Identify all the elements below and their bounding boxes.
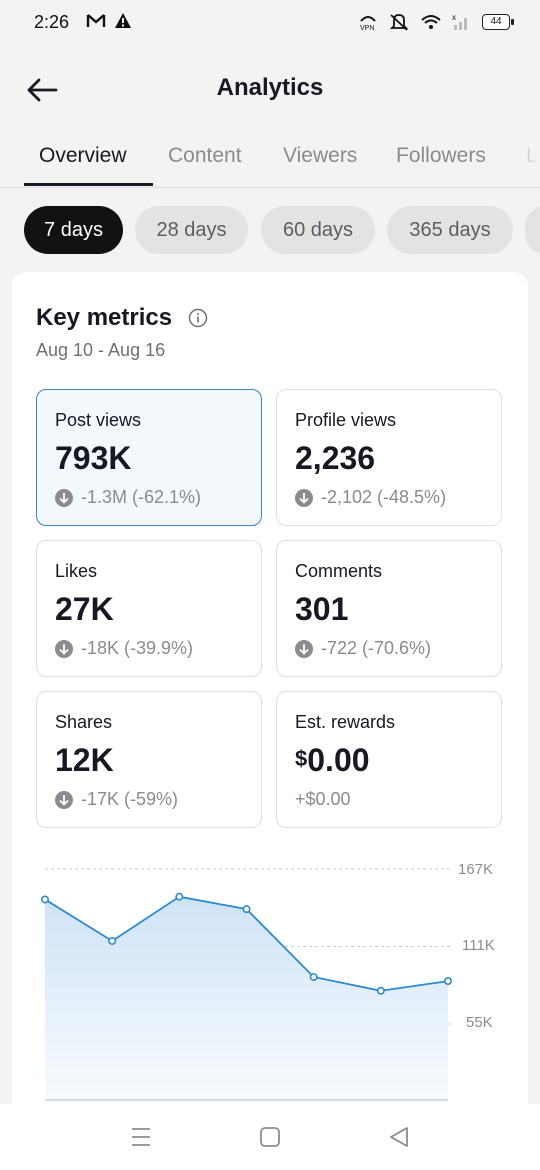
- down-arrow-icon: [55, 790, 73, 809]
- status-time: 2:26: [34, 12, 70, 32]
- chart-area: [45, 896, 448, 1132]
- metric-change-text: -2,102 (-48.5%): [321, 487, 447, 507]
- wifi-icon: [421, 15, 441, 29]
- metric-label: Likes: [55, 561, 98, 581]
- page-title: Analytics: [216, 74, 324, 101]
- signal-icon: x: [452, 13, 467, 30]
- metric-label: Post views: [55, 410, 142, 430]
- info-icon[interactable]: [188, 308, 208, 328]
- metric-change-text: -18K (-39.9%): [81, 638, 194, 658]
- alert-icon: [115, 13, 131, 28]
- y-tick-label: 55K: [466, 1014, 493, 1031]
- metric-label: Profile views: [295, 410, 397, 430]
- y-tick-label: 167K: [458, 861, 494, 878]
- y-tick-label: 111K: [462, 937, 495, 954]
- metric-card-likes[interactable]: Likes 27K -18K (-39.9%): [36, 540, 262, 677]
- svg-text:VPN: VPN: [360, 25, 374, 32]
- post-views-chart: 167K 111K 55K: [12, 852, 528, 1132]
- range-28-days[interactable]: 28 days: [135, 206, 248, 254]
- metric-change: -722 (-70.6%): [295, 638, 431, 659]
- tab-viewers[interactable]: Viewers: [283, 144, 358, 167]
- chart-point[interactable]: [175, 892, 184, 901]
- metric-card-comments[interactable]: Comments 301 -722 (-70.6%): [276, 540, 502, 677]
- metric-card-post-views[interactable]: Post views 793K -1.3M (-62.1%): [36, 389, 262, 526]
- key-metrics-title: Key metrics: [36, 304, 173, 331]
- metric-change-text: +$0.00: [295, 789, 351, 809]
- range-7-days[interactable]: 7 days: [24, 206, 123, 254]
- down-arrow-icon: [295, 488, 313, 507]
- chart-point[interactable]: [309, 972, 318, 981]
- range-365-days[interactable]: 365 days: [387, 206, 513, 254]
- tab-overview[interactable]: Overview: [39, 144, 127, 167]
- metric-value: 12K: [55, 742, 114, 778]
- home-icon[interactable]: [257, 1124, 283, 1150]
- metric-change-text: -1.3M (-62.1%): [81, 487, 202, 507]
- tab-followers[interactable]: Followers: [396, 144, 486, 167]
- metric-card-profile-views[interactable]: Profile views 2,236 -2,102 (-48.5%): [276, 389, 502, 526]
- metric-change: -2,102 (-48.5%): [295, 487, 446, 508]
- currency-symbol: $: [295, 746, 308, 771]
- chart-svg: [40, 868, 452, 1132]
- date-range-selector: 7 days 28 days 60 days 365 days: [24, 206, 540, 254]
- metric-value: 301: [295, 591, 349, 627]
- metric-label: Comments: [295, 561, 383, 581]
- metric-value: 27K: [55, 591, 114, 627]
- metric-change-text: -722 (-70.6%): [321, 638, 432, 658]
- recent-apps-icon[interactable]: [128, 1124, 154, 1150]
- metric-change: -1.3M (-62.1%): [55, 487, 201, 508]
- active-tab-indicator: [24, 183, 153, 186]
- status-bar: 2:26 VPN x 44: [0, 0, 540, 48]
- chart-point[interactable]: [40, 895, 49, 904]
- chart-point[interactable]: [108, 936, 117, 945]
- metric-change: -18K (-39.9%): [55, 638, 193, 659]
- tab-bar: Overview Content Viewers Followers L: [0, 134, 540, 188]
- battery-icon: 44: [482, 14, 514, 30]
- key-metrics-card: Key metrics Aug 10 - Aug 16 Post views 7…: [12, 272, 528, 1132]
- range-more[interactable]: [525, 206, 540, 254]
- metric-value: $0.00: [295, 742, 370, 779]
- gmail-icon: [86, 14, 106, 27]
- range-60-days[interactable]: 60 days: [261, 206, 375, 254]
- metric-label: Shares: [55, 712, 113, 732]
- metric-card-est-rewards[interactable]: Est. rewards $0.00 +$0.00: [276, 691, 502, 828]
- metric-card-shares[interactable]: Shares 12K -17K (-59%): [36, 691, 262, 828]
- back-arrow-icon[interactable]: [24, 72, 60, 108]
- status-right-icons: VPN x 44: [358, 12, 514, 32]
- down-arrow-icon: [55, 488, 73, 507]
- system-nav-bar: [0, 1104, 540, 1170]
- down-arrow-icon: [295, 639, 313, 658]
- key-metrics-date-range: Aug 10 - Aug 16: [36, 340, 166, 360]
- metric-label: Est. rewards: [295, 712, 396, 732]
- metric-change: +$0.00: [295, 789, 351, 810]
- metric-value-number: 0.00: [307, 742, 370, 778]
- metric-value: 2,236: [295, 440, 376, 476]
- tab-fade: [500, 134, 540, 187]
- status-left-icons: [86, 12, 132, 30]
- mute-icon: [389, 14, 409, 31]
- header: Analytics: [0, 60, 540, 120]
- metric-value: 793K: [55, 440, 132, 476]
- metric-change: -17K (-59%): [55, 789, 178, 810]
- chart-point[interactable]: [242, 905, 251, 914]
- metric-change-text: -17K (-59%): [81, 789, 179, 809]
- svg-text:x: x: [452, 13, 456, 22]
- vpn-icon: VPN: [360, 16, 376, 32]
- chart-point[interactable]: [376, 986, 385, 995]
- chart-point[interactable]: [443, 977, 452, 986]
- back-icon[interactable]: [386, 1124, 412, 1150]
- down-arrow-icon: [55, 639, 73, 658]
- tab-content[interactable]: Content: [168, 144, 242, 167]
